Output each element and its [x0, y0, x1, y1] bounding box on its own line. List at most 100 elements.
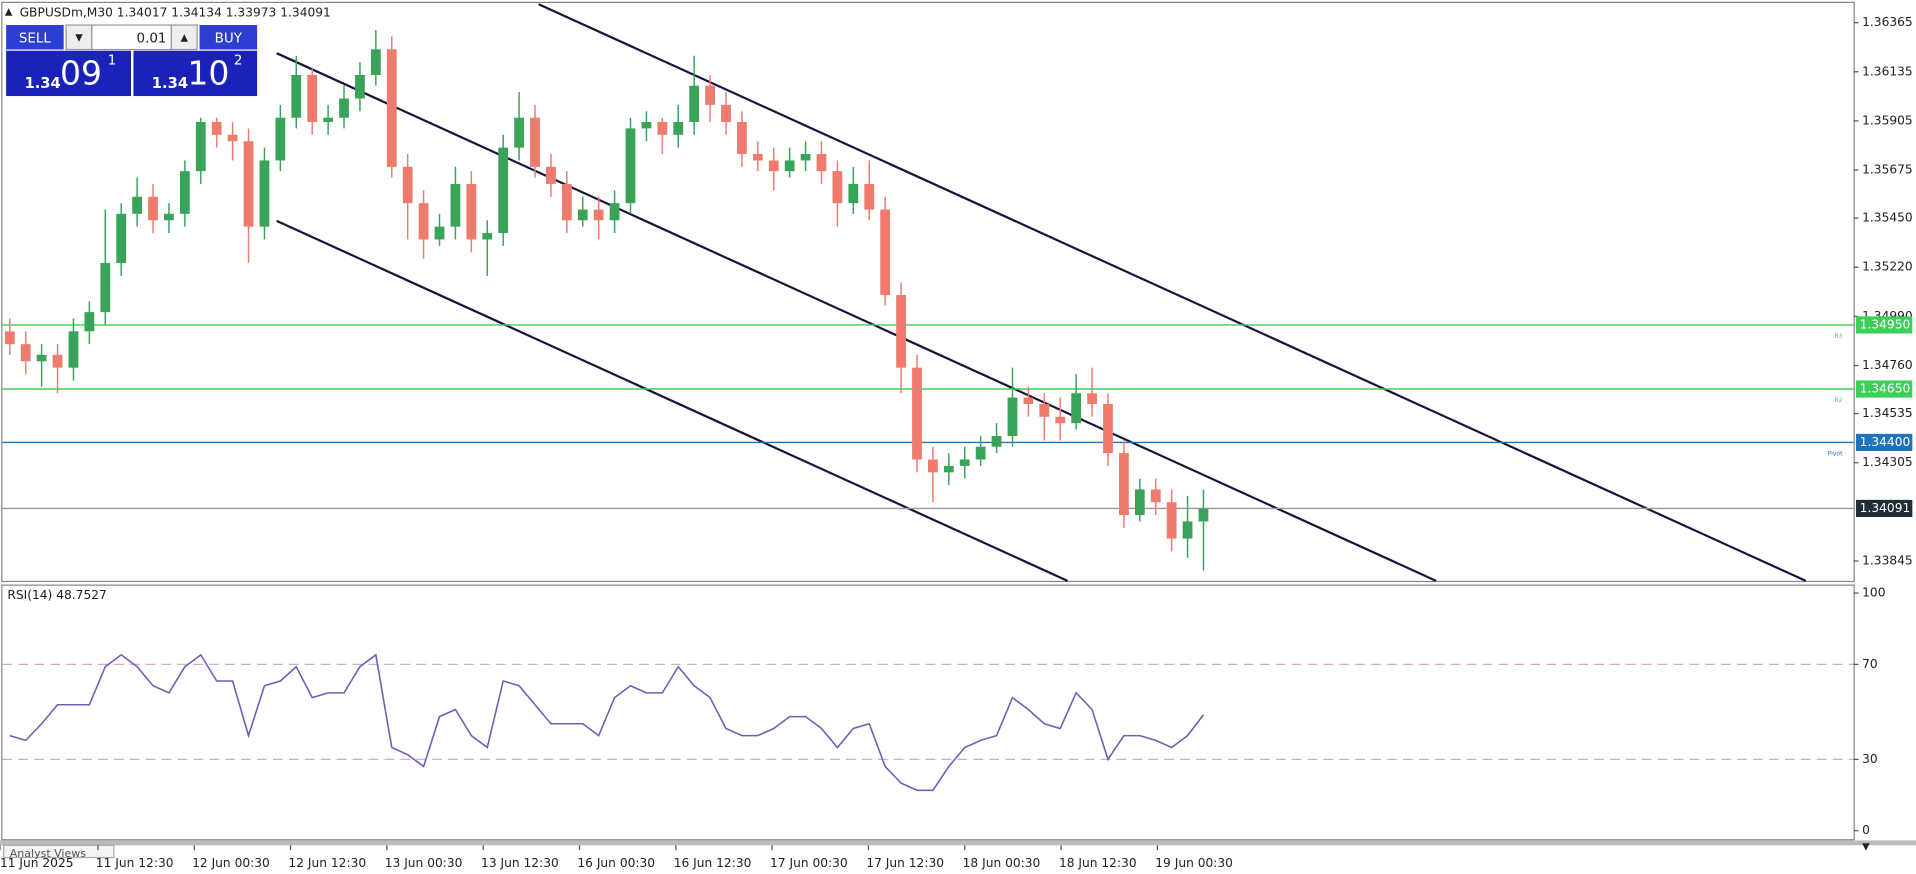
- candle-body: [227, 134, 238, 142]
- candle-body: [1023, 397, 1034, 404]
- candle-body: [784, 160, 795, 172]
- candle-body: [848, 183, 859, 204]
- y-tick-label: 1.34305: [1862, 455, 1913, 469]
- candle-body: [959, 459, 970, 466]
- y-tick-label: 70: [1862, 657, 1878, 671]
- buy-button[interactable]: [199, 25, 258, 50]
- lot-input[interactable]: [91, 24, 173, 51]
- ask-box[interactable]: [133, 50, 258, 97]
- bid-pips: 09: [60, 54, 102, 93]
- candle-body: [896, 295, 906, 368]
- candle-body: [148, 196, 158, 221]
- x-tick-label: 11 Jun 2025: [0, 856, 74, 870]
- candle-body: [1087, 393, 1097, 404]
- y-tick-label: 1.33845: [1862, 553, 1913, 567]
- x-tick-label: 18 Jun 00:30: [963, 856, 1041, 870]
- candle-body: [1166, 502, 1177, 539]
- candle-body: [1039, 403, 1050, 417]
- candle-body: [482, 233, 493, 240]
- candle-body: [116, 213, 127, 263]
- x-tick-label: 18 Jun 12:30: [1059, 856, 1137, 870]
- y-tick-label: 1.35450: [1862, 211, 1913, 225]
- rsi-title: RSI(14) 48.7527: [7, 588, 106, 602]
- candle-body: [195, 121, 206, 172]
- candle-body: [164, 213, 174, 221]
- x-tick-label: 17 Jun 00:30: [770, 856, 848, 870]
- candle-body: [975, 446, 986, 460]
- candle-body: [689, 85, 700, 122]
- level-name: R3: [1834, 333, 1842, 340]
- candle-body: [593, 209, 604, 221]
- level-label: 1.34091: [1860, 501, 1911, 515]
- channel-line: [538, 3, 1807, 582]
- candle-body: [291, 74, 302, 118]
- up-arrow: ▲: [180, 32, 188, 43]
- level-label: 1.34400: [1860, 435, 1911, 449]
- channel-line: [276, 52, 1437, 582]
- candle-body: [737, 121, 747, 155]
- candle-body: [466, 183, 477, 240]
- candle-body: [498, 147, 509, 234]
- candle-body: [450, 183, 461, 227]
- sell-label: SELL: [19, 31, 52, 46]
- pane-separator: [0, 840, 1916, 846]
- y-tick-label: 30: [1862, 752, 1878, 766]
- candle-body: [370, 49, 381, 75]
- y-tick-label: 100: [1862, 586, 1885, 600]
- trade-panel: SELL ▼ 0.01 ▲ BUY 1.34 09 1 1.34 10 2: [6, 24, 258, 97]
- candle-body: [275, 117, 286, 161]
- candle-body: [1103, 403, 1113, 454]
- candle-body: [832, 171, 843, 204]
- candle-body: [577, 209, 588, 221]
- candle-body: [561, 183, 572, 221]
- candle-body: [1198, 508, 1209, 522]
- lot-up[interactable]: [170, 24, 198, 51]
- level-label: 1.34950: [1860, 317, 1911, 331]
- y-tick-label: 1.36365: [1862, 15, 1913, 29]
- candle-body: [1118, 453, 1129, 516]
- candle-body: [912, 367, 922, 460]
- candle-body: [4, 331, 15, 345]
- x-tick-label: 17 Jun 12:30: [866, 856, 944, 870]
- x-tick-label: 19 Jun 00:30: [1155, 856, 1233, 870]
- candle-body: [1182, 521, 1193, 539]
- y-tick-label: 1.35905: [1862, 113, 1913, 127]
- candle-body: [307, 74, 318, 122]
- candle-body: [434, 226, 445, 240]
- candle-body: [928, 459, 938, 473]
- sell-button[interactable]: [6, 25, 64, 50]
- candle-body: [52, 354, 63, 368]
- collapse-arrow[interactable]: ▲: [5, 7, 13, 18]
- candle-body: [752, 154, 763, 161]
- channel: [276, 3, 1807, 582]
- candle-body: [1007, 397, 1018, 437]
- rsi-line: [9, 653, 1205, 792]
- level-label-box: [1856, 316, 1913, 334]
- candle-body: [84, 312, 95, 332]
- candle-body: [625, 128, 636, 204]
- level-label-box: [1856, 433, 1913, 451]
- candle-body: [243, 141, 254, 227]
- bid-box[interactable]: [6, 50, 131, 97]
- lot-value: 0.01: [137, 31, 167, 46]
- candle-body: [800, 154, 811, 161]
- scroll-arrow[interactable]: ▼: [1862, 842, 1870, 853]
- x-tick-label: 12 Jun 00:30: [192, 856, 270, 870]
- candle-body: [339, 98, 349, 118]
- tab[interactable]: [3, 844, 115, 859]
- candle-body: [673, 121, 684, 135]
- candle-body: [259, 160, 270, 227]
- x-tick-label: 11 Jun 12:30: [96, 856, 174, 870]
- candle-body: [514, 117, 524, 148]
- candle-body: [355, 74, 365, 99]
- x-tick-label: 16 Jun 00:30: [577, 856, 655, 870]
- bid-frac: 1: [108, 54, 117, 69]
- bid-big: 1.34: [24, 75, 60, 92]
- level-name: R2: [1834, 397, 1842, 404]
- candle-body: [991, 436, 1002, 447]
- candle-body: [1134, 489, 1145, 516]
- candle-body: [864, 183, 875, 210]
